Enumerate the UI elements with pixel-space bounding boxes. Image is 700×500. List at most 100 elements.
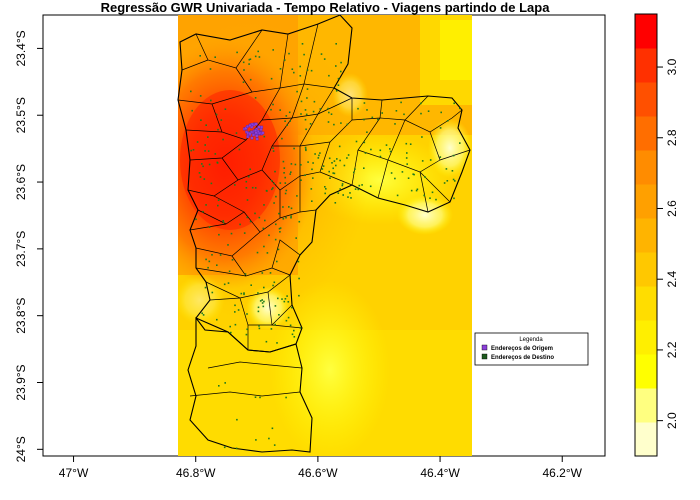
destination-point [211,291,214,294]
destination-point [271,188,273,191]
destination-point [304,174,306,176]
destination-point [236,51,238,54]
destination-point [204,286,207,289]
destination-point [287,301,290,303]
destination-point [246,328,248,331]
destination-point [443,182,446,184]
destination-point [257,50,259,53]
destination-point [285,115,288,117]
destination-point [310,69,313,72]
destination-point [208,226,211,228]
map-title: Regressão GWR Univariada - Tempo Relativ… [100,0,550,15]
destination-point [415,189,418,192]
destination-point [324,186,326,188]
destination-point [297,260,300,263]
destination-point [271,180,273,182]
destination-point [328,111,330,114]
destination-point [427,110,430,112]
destination-point [370,148,372,151]
destination-point [288,111,291,114]
destination-point [298,294,300,297]
destination-point [243,292,245,294]
destination-point [288,52,290,55]
destination-point [366,109,368,111]
destination-point [289,173,291,175]
destination-point [279,68,282,70]
destination-point [313,100,316,103]
destination-point [214,153,217,155]
destination-point [257,292,259,294]
destination-point [328,157,331,160]
destination-point [304,118,307,121]
origin-point [252,133,255,137]
y-tick-label: 23.5°S [14,97,28,133]
city-boundary [177,14,471,453]
destination-point [459,107,461,110]
y-tick-label: 23.6°S [14,164,28,200]
x-tick-label: 47°W [59,466,89,480]
destination-point [284,192,287,195]
colorbar-tick-label: 2.6 [665,200,679,217]
destination-point [435,198,437,201]
destination-point [293,336,296,338]
destination-point [363,167,365,169]
destination-point [337,77,340,80]
destination-point [299,75,302,77]
destination-point [264,219,266,222]
destination-point [223,446,226,449]
destination-point [350,197,352,199]
destination-point [312,162,314,164]
destination-point [330,113,333,115]
destination-point [263,204,265,206]
colorbar-swatch [635,48,657,83]
destination-point [403,113,405,116]
destination-point [249,168,251,171]
destination-point [201,163,203,165]
destination-point [224,108,227,110]
destination-point [290,163,293,165]
destination-point [361,184,363,186]
destination-point [270,328,273,330]
destination-point [293,329,295,332]
destination-point [429,197,431,199]
destination-point [307,161,309,163]
destination-point [440,111,442,114]
destination-point [328,74,330,77]
colorbar-tick-label: 2.4 [665,271,679,288]
colorbar-swatch [635,82,657,117]
destination-point [242,81,245,83]
destination-point [337,192,340,194]
destination-point [216,318,218,321]
destination-point [195,218,197,221]
origin-point [254,122,258,126]
destination-point [278,227,281,230]
destination-point [357,107,359,110]
destination-point [400,101,402,104]
destination-point [283,172,285,174]
destination-point [291,333,294,336]
colorbar-swatch [635,286,657,321]
destination-point [349,192,351,194]
destination-point [281,298,283,300]
destination-point [377,118,379,121]
destination-point [231,259,234,261]
destination-point [341,184,344,187]
destination-point [256,251,259,254]
destination-point [224,382,226,384]
destination-point [276,260,278,263]
origin-points [242,122,265,141]
destination-point [262,227,265,230]
destination-point [227,244,229,246]
destination-point [268,437,270,440]
destination-point [257,306,260,309]
destination-point [305,149,307,152]
destination-point [254,187,257,189]
destination-point [346,123,349,126]
destination-point [266,252,269,254]
destination-point [385,144,388,146]
destination-point [285,396,287,399]
destination-point [286,295,288,297]
destination-point [199,95,202,97]
destination-point [199,176,202,178]
destination-point [318,154,320,157]
